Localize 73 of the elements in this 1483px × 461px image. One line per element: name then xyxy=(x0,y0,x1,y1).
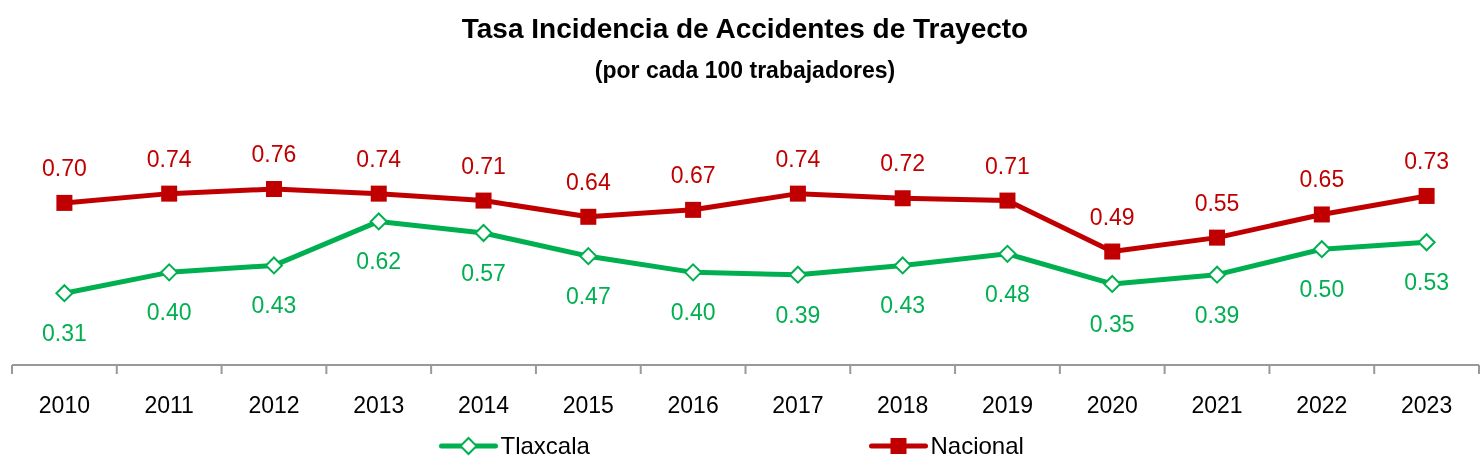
data-label: 0.40 xyxy=(670,299,716,326)
point xyxy=(370,185,387,202)
point xyxy=(1418,187,1435,204)
chart-subtitle: (por cada 100 trabajadores) xyxy=(594,57,896,83)
point xyxy=(998,244,1017,263)
data-label: 0.49 xyxy=(1089,203,1135,230)
legend-label: Tlaxcala xyxy=(500,432,591,459)
point xyxy=(788,265,807,284)
data-label: 0.43 xyxy=(880,292,926,319)
x-tick-label: 2015 xyxy=(562,392,614,418)
x-tick-label: 2021 xyxy=(1191,392,1243,418)
point xyxy=(685,201,702,218)
point xyxy=(475,192,492,209)
data-label: 0.71 xyxy=(985,152,1030,179)
point xyxy=(1104,243,1121,260)
x-tick-label: 2013 xyxy=(353,392,405,418)
point xyxy=(1312,240,1331,259)
data-label: 0.67 xyxy=(670,161,716,188)
x-tick-label: 2014 xyxy=(457,392,510,418)
point xyxy=(579,247,598,266)
point xyxy=(161,185,178,202)
point xyxy=(55,284,74,303)
data-label: 0.65 xyxy=(1299,166,1345,193)
data-label: 0.43 xyxy=(251,292,297,319)
data-label: 0.39 xyxy=(775,301,821,328)
x-tick-label: 2018 xyxy=(877,392,929,418)
x-tick-label: 2023 xyxy=(1401,392,1453,418)
x-tick-label: 2019 xyxy=(981,392,1034,418)
data-label: 0.70 xyxy=(42,154,87,181)
data-label: 0.62 xyxy=(356,248,402,275)
point xyxy=(893,256,912,275)
data-label: 0.74 xyxy=(775,145,821,172)
point xyxy=(160,263,179,282)
point xyxy=(56,194,73,211)
data-label: 0.40 xyxy=(146,299,192,326)
point xyxy=(999,192,1016,209)
chart-title: Tasa Incidencia de Accidentes de Trayecto xyxy=(461,13,1029,44)
point xyxy=(1417,233,1436,252)
data-label: 0.31 xyxy=(42,320,87,347)
data-label: 0.74 xyxy=(146,145,192,172)
data-label: 0.74 xyxy=(356,145,402,172)
data-label: 0.71 xyxy=(461,152,506,179)
x-tick-label: 2016 xyxy=(667,392,719,418)
point xyxy=(264,256,283,275)
data-label: 0.57 xyxy=(461,260,506,286)
data-label: 0.76 xyxy=(251,141,297,167)
point xyxy=(1313,206,1330,223)
point xyxy=(474,224,493,242)
data-label: 0.53 xyxy=(1404,269,1449,296)
point xyxy=(1103,274,1122,293)
x-tick-label: 2022 xyxy=(1296,392,1348,418)
data-label: 0.72 xyxy=(880,150,926,177)
point xyxy=(1208,265,1227,284)
point xyxy=(265,181,282,197)
point xyxy=(580,208,597,225)
point xyxy=(1209,229,1226,246)
point xyxy=(789,185,806,202)
data-label: 0.64 xyxy=(565,168,611,195)
x-tick-label: 2011 xyxy=(144,392,194,418)
data-label: 0.50 xyxy=(1299,276,1345,303)
point xyxy=(369,212,388,231)
data-label: 0.73 xyxy=(1404,147,1449,174)
x-tick-label: 2020 xyxy=(1086,392,1138,418)
x-tick-label: 2010 xyxy=(38,392,90,418)
x-tick-label: 2012 xyxy=(248,392,300,418)
x-tick-label: 2017 xyxy=(772,392,824,418)
data-label: 0.55 xyxy=(1194,189,1240,216)
point xyxy=(894,190,911,207)
data-label: 0.39 xyxy=(1194,301,1240,328)
data-label: 0.47 xyxy=(565,283,611,310)
legend-label: Nacional xyxy=(930,432,1024,459)
data-label: 0.48 xyxy=(985,280,1030,307)
data-label: 0.35 xyxy=(1089,310,1135,337)
